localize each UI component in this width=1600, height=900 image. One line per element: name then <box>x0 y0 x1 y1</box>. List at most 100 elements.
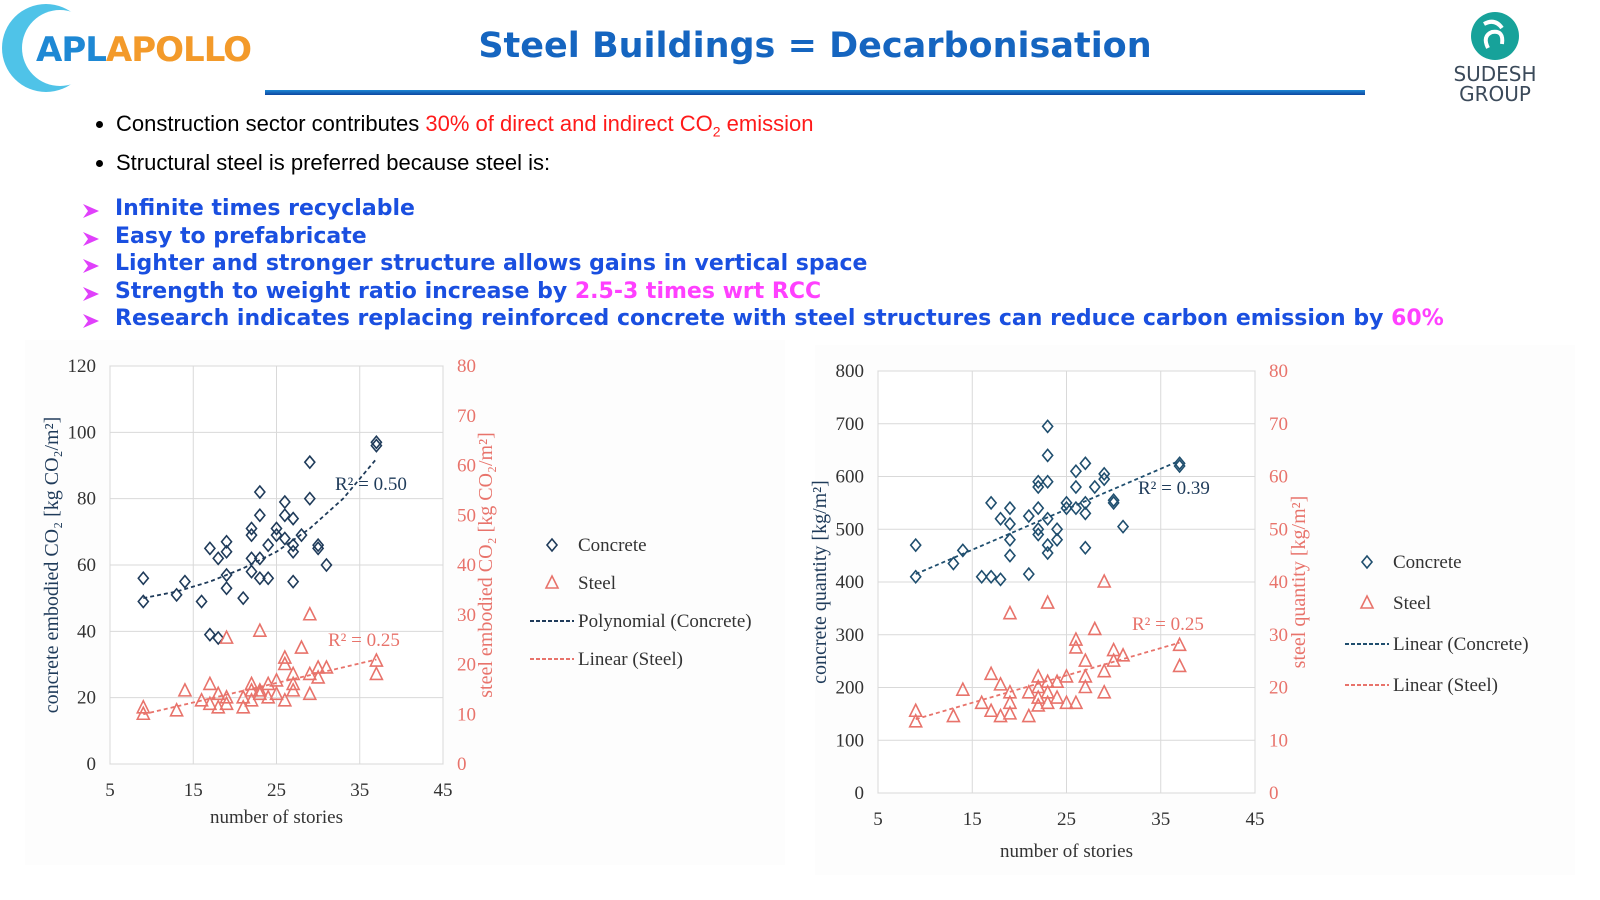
y2-tick-label: 80 <box>457 356 476 377</box>
steel-point <box>983 665 999 681</box>
concrete-point <box>1032 479 1045 495</box>
concrete-point <box>312 541 325 556</box>
concrete-point <box>1032 474 1045 490</box>
steel-point <box>319 659 334 674</box>
arrow-shape <box>83 314 99 328</box>
concrete-point <box>253 508 266 523</box>
concrete-point <box>994 572 1007 587</box>
concrete-point <box>985 495 998 511</box>
concrete-point <box>287 544 300 559</box>
concrete-point <box>212 551 225 566</box>
concrete-point <box>320 557 333 573</box>
steel-point <box>310 669 326 684</box>
steel-point <box>310 659 326 674</box>
steel-point <box>1078 678 1093 694</box>
trend-line <box>915 459 1180 575</box>
legend-swatch <box>1359 594 1375 609</box>
steel-point <box>169 701 184 717</box>
y-tick-label: 60 <box>77 555 96 576</box>
steel-point <box>993 676 1008 691</box>
steel-point <box>235 698 251 714</box>
y-tick-label: 0 <box>87 754 97 775</box>
logo-right: SUDESH GROUP <box>1440 64 1550 104</box>
steel-point <box>219 629 234 644</box>
text-segment: 2 <box>712 123 721 140</box>
y-tick-label: 300 <box>836 625 865 646</box>
y2-axis-label: steel quantity [kg/m²] <box>1288 496 1310 669</box>
steel-point <box>277 655 293 671</box>
steel-point <box>993 707 1008 723</box>
arrow-icon <box>83 286 99 301</box>
y-tick-label: 700 <box>836 414 865 435</box>
y2-tick-label: 40 <box>1269 572 1288 593</box>
y-tick-label: 120 <box>68 356 97 377</box>
steel-point <box>1002 604 1018 620</box>
concrete-point <box>1060 500 1073 516</box>
steel-point <box>285 665 301 681</box>
reason: Strength to weight ratio increase by 2.5… <box>82 278 1444 306</box>
text-segment: Construction sector contributes <box>116 111 426 136</box>
concrete-point <box>303 454 316 470</box>
arrow-icon <box>83 231 99 246</box>
concrete-point <box>1079 506 1092 521</box>
concrete-point <box>237 590 250 606</box>
y-tick-label: 80 <box>77 489 96 510</box>
arrow-icon <box>83 204 99 218</box>
concrete-point <box>253 484 266 500</box>
steel-point <box>1049 689 1065 704</box>
steel-point <box>955 681 971 696</box>
steel-point <box>369 665 384 681</box>
legend-label: Linear (Steel) <box>1393 675 1498 696</box>
y-tick-label: 200 <box>836 678 865 699</box>
y-tick-label: 100 <box>68 422 97 443</box>
y2-tick-label: 60 <box>457 456 476 477</box>
y2-tick-label: 30 <box>457 605 476 626</box>
concrete-point <box>1088 479 1101 495</box>
annotation: R² = 0.39 <box>1138 478 1210 499</box>
concrete-point <box>287 574 300 589</box>
steel-point <box>1115 647 1131 662</box>
steel-point <box>946 707 961 723</box>
concrete-point <box>245 521 258 536</box>
concrete-point <box>1051 522 1064 537</box>
logo-icon <box>1471 12 1519 60</box>
concrete-point <box>1022 566 1035 582</box>
trend-line <box>143 658 377 716</box>
x-tick-label: 5 <box>873 809 883 830</box>
concrete-point <box>1003 548 1016 563</box>
concrete-point <box>1041 545 1054 561</box>
concrete-point <box>1173 458 1186 474</box>
bullet: Structural steel is preferred because st… <box>116 147 813 179</box>
steel-point <box>1096 683 1112 699</box>
steel-point <box>1021 707 1037 723</box>
logo-text: SUDESH <box>1453 62 1537 86</box>
concrete-point <box>994 511 1007 526</box>
steel-point <box>1096 573 1112 588</box>
steel-point <box>1068 694 1084 710</box>
y2-tick-label: 80 <box>1269 361 1288 382</box>
steel-point <box>1087 620 1103 636</box>
steel-point <box>1068 631 1084 646</box>
legend-swatch <box>544 574 560 589</box>
y2-tick-label: 20 <box>457 655 476 676</box>
concrete-point <box>220 544 233 559</box>
concrete-point <box>1107 492 1120 508</box>
steel-point <box>1068 639 1084 654</box>
concrete-point <box>1098 466 1111 482</box>
concrete-point <box>1069 463 1082 479</box>
reason: Research indicates replacing reinforced … <box>82 305 1444 333</box>
arrow-shape <box>83 286 99 301</box>
reason: Infinite times recyclable <box>82 195 1444 223</box>
x-tick-label: 45 <box>1246 809 1265 830</box>
steel-point <box>294 639 309 654</box>
y-tick-label: 500 <box>836 519 865 540</box>
steel-point <box>1078 652 1093 667</box>
steel-point <box>302 685 318 701</box>
concrete-point <box>1041 419 1054 434</box>
concrete-point <box>1003 500 1016 516</box>
concrete-point <box>203 627 216 642</box>
concrete-point <box>1117 519 1130 534</box>
concrete-point <box>1003 516 1016 532</box>
bullet-list: Construction sector contributes 30% of d… <box>82 108 813 179</box>
